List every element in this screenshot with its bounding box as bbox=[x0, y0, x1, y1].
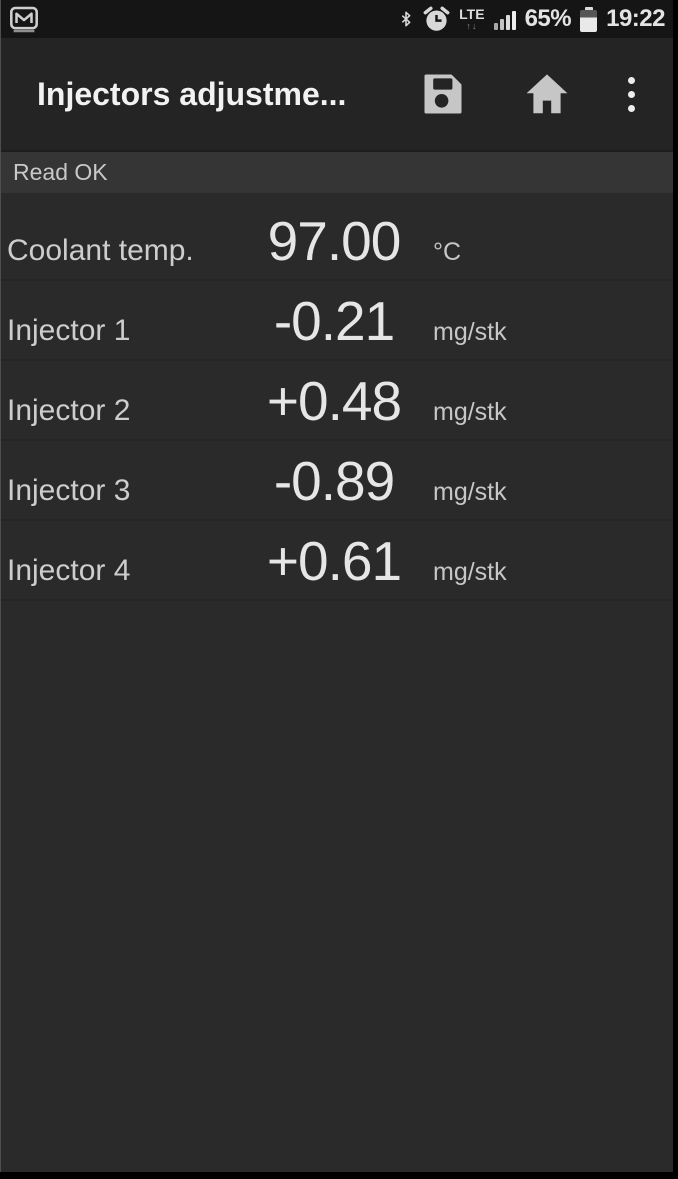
three-dots-vertical-icon bbox=[628, 76, 635, 112]
status-message: Read OK bbox=[13, 159, 108, 185]
page-title: Injectors adjustme... bbox=[37, 75, 347, 112]
reading-row-coolant-temp: Coolant temp. 97.00 °C bbox=[1, 201, 673, 281]
status-bar: LTE ↑↓ 65% 19:22 bbox=[1, 0, 673, 38]
floppy-disk-icon bbox=[418, 70, 466, 118]
home-icon bbox=[522, 70, 572, 118]
signal-strength-icon bbox=[493, 8, 516, 30]
reading-label: Injector 2 bbox=[7, 394, 131, 427]
system-status-area: LTE ↑↓ 65% 19:22 bbox=[398, 5, 665, 33]
reading-label: Coolant temp. bbox=[7, 234, 194, 267]
reading-row-injector-4: Injector 4 +0.61 mg/stk bbox=[1, 521, 673, 601]
reading-row-injector-1: Injector 1 -0.21 mg/stk bbox=[1, 281, 673, 361]
overflow-menu-button[interactable] bbox=[622, 71, 641, 118]
reading-unit: mg/stk bbox=[433, 478, 507, 506]
reading-row-injector-2: Injector 2 +0.48 mg/stk bbox=[1, 361, 673, 441]
home-button[interactable] bbox=[522, 70, 572, 118]
reading-value: +0.48 bbox=[266, 370, 402, 432]
action-bar: Injectors adjustme... bbox=[1, 38, 673, 150]
reading-value: +0.61 bbox=[266, 530, 402, 592]
clock: 19:22 bbox=[606, 5, 665, 32]
reading-label: Injector 1 bbox=[7, 314, 131, 347]
reading-label: Injector 4 bbox=[7, 554, 131, 587]
bluetooth-icon bbox=[398, 6, 414, 32]
status-message-bar: Read OK bbox=[1, 150, 673, 193]
reading-value: -0.21 bbox=[273, 290, 395, 352]
reading-value: 97.00 bbox=[267, 210, 402, 272]
reading-unit: °C bbox=[433, 238, 462, 266]
save-button[interactable] bbox=[418, 70, 466, 118]
reading-unit: mg/stk bbox=[433, 318, 507, 346]
notification-area bbox=[9, 6, 39, 33]
battery-icon bbox=[580, 6, 598, 32]
reading-value: -0.89 bbox=[273, 450, 395, 512]
battery-percent: 65% bbox=[524, 5, 572, 32]
gmail-notification-icon bbox=[9, 6, 39, 33]
alarm-icon bbox=[423, 6, 450, 33]
reading-unit: mg/stk bbox=[433, 558, 507, 586]
reading-label: Injector 3 bbox=[7, 474, 131, 507]
lte-data-icon: LTE ↑↓ bbox=[459, 6, 485, 31]
reading-row-injector-3: Injector 3 -0.89 mg/stk bbox=[1, 441, 673, 521]
readings-list: Coolant temp. 97.00 °C Injector 1 -0.21 … bbox=[1, 193, 673, 1172]
reading-unit: mg/stk bbox=[433, 398, 507, 426]
